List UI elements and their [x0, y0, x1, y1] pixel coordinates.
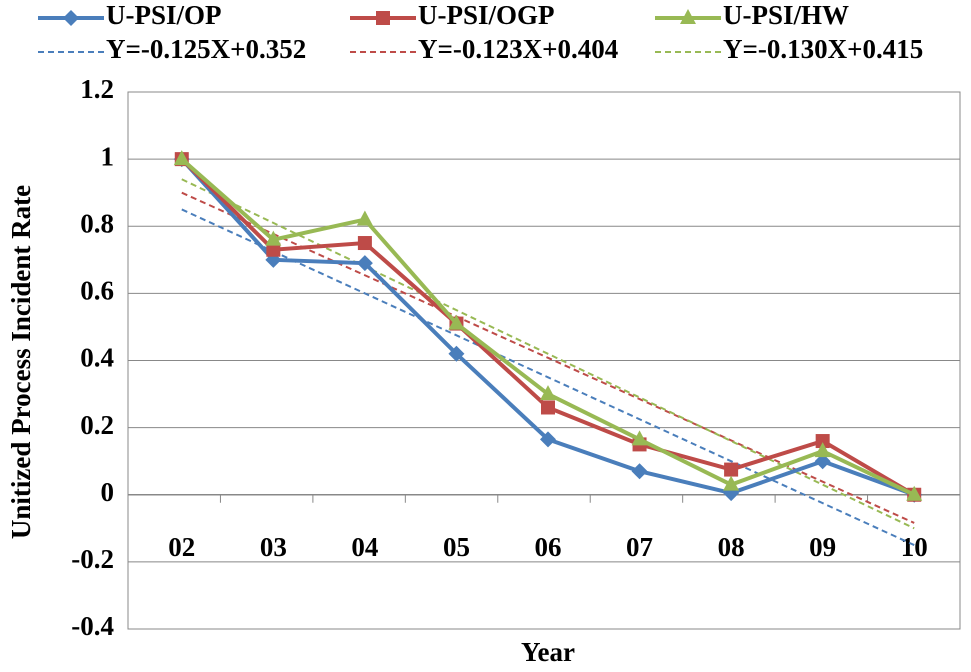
y-tick-label: -0.2: [71, 544, 114, 574]
legend-label: U-PSI/OGP: [418, 0, 555, 30]
x-tick-label: 07: [626, 532, 653, 562]
y-tick-label: 0: [101, 477, 115, 507]
data-point: [814, 453, 831, 470]
legend-label: Y=-0.125X+0.352: [106, 34, 306, 64]
data-point: [266, 242, 281, 257]
data-point: [356, 210, 373, 226]
data-point: [265, 230, 282, 246]
y-tick-label: 1.2: [80, 74, 114, 104]
legend-marker: [376, 11, 390, 25]
legend-label: Y=-0.130X+0.415: [723, 34, 923, 64]
x-tick-label: 05: [443, 532, 470, 562]
y-tick-label: 0.8: [80, 208, 114, 238]
legend-marker: [680, 9, 696, 24]
y-tick-label: 0.2: [80, 410, 114, 440]
data-point: [906, 485, 923, 501]
data-point: [631, 430, 648, 446]
trend-line: [181, 208, 915, 547]
legend-label: U-PSI/OP: [106, 0, 222, 30]
y-tick-label: 1: [101, 141, 115, 171]
data-point: [448, 314, 465, 330]
data-point: [631, 463, 648, 480]
data-point: [540, 385, 556, 401]
y-axis-title: Unitized Process Incident Rate: [6, 185, 36, 539]
data-point: [723, 475, 740, 491]
x-tick-label: 04: [351, 532, 378, 562]
x-tick-label: 08: [718, 532, 745, 562]
data-point: [540, 431, 556, 448]
y-tick-label: 0.4: [80, 343, 114, 373]
data-point: [541, 400, 555, 415]
data-point: [448, 345, 465, 362]
data-point: [724, 462, 739, 477]
trend-line: [181, 191, 915, 524]
x-tick-label: 10: [901, 532, 928, 562]
data-point: [356, 255, 373, 272]
data-point: [815, 434, 830, 449]
trend-line: [181, 178, 915, 530]
legend-marker: [63, 10, 79, 26]
y-tick-label: -0.4: [71, 611, 114, 641]
y-tick-label: 0.6: [80, 276, 114, 306]
x-tick-label: 06: [535, 532, 562, 562]
data-point: [357, 236, 372, 251]
x-tick-label: 02: [168, 532, 195, 562]
legend-label: Y=-0.123X+0.404: [418, 34, 618, 64]
x-axis-title: Year: [521, 637, 575, 667]
data-point: [814, 442, 831, 458]
x-tick-label: 09: [809, 532, 836, 562]
data-point: [173, 150, 190, 166]
x-tick-label: 03: [260, 532, 287, 562]
legend-label: U-PSI/HW: [723, 0, 849, 30]
